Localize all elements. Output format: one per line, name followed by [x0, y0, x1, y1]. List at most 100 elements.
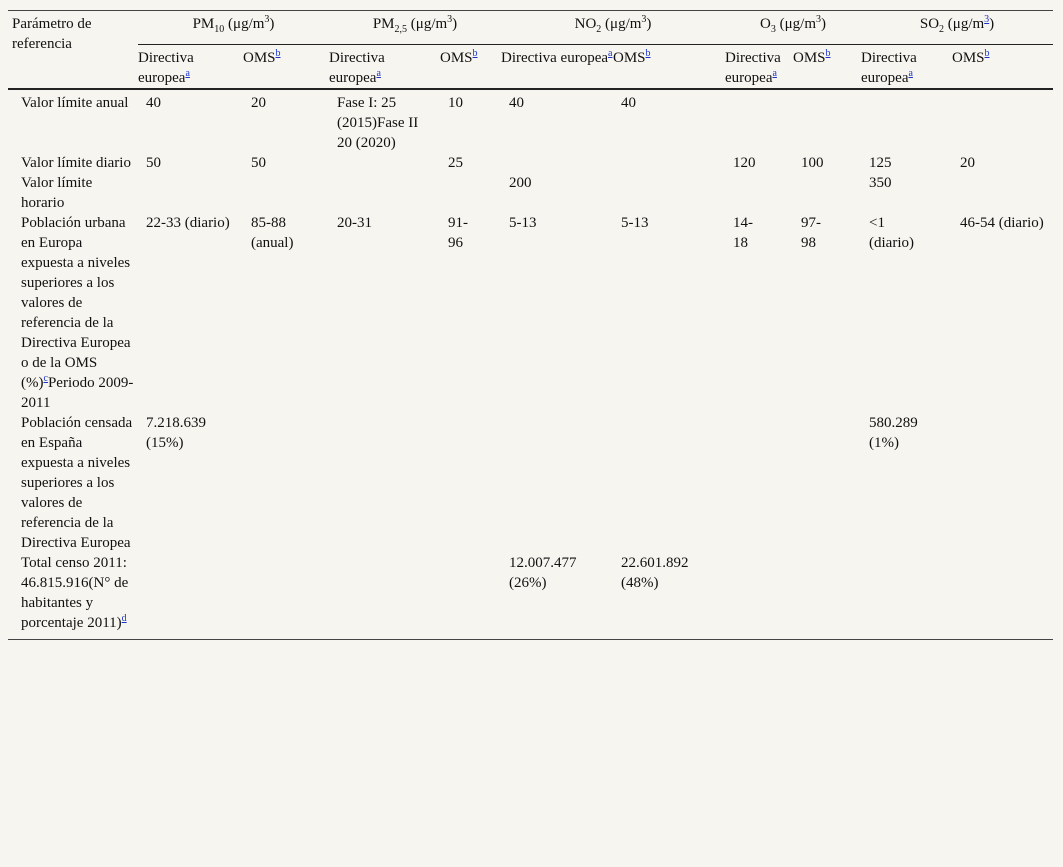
header-param: Parámetro de referencia [8, 10, 138, 90]
table-cell [725, 89, 793, 153]
table-cell: 40 [509, 95, 524, 111]
header-directiva-pm25: Directiva europeaa [329, 50, 385, 86]
table-cell: 20 [251, 95, 266, 111]
table-cell [138, 553, 243, 640]
footnote-link-a[interactable]: a [608, 48, 613, 59]
row-label: Valor límite diario [21, 155, 131, 171]
footnote-link-a[interactable]: a [772, 68, 777, 79]
header-oms-so2: OMSb [952, 48, 990, 67]
table-cell [793, 413, 861, 553]
table-cell [440, 173, 501, 213]
table-cell [952, 89, 1053, 153]
table-cell: 5-13 [621, 215, 649, 231]
footnote-link-a[interactable]: a [908, 68, 913, 79]
row-label: Población urbana en Europa expuesta a ni… [21, 215, 134, 411]
table-cell [793, 173, 861, 213]
table-cell: <1 (diario) [869, 215, 914, 251]
table-cell [613, 153, 725, 173]
table-cell [613, 173, 725, 213]
row-label: Población censada en España expuesta a n… [21, 415, 133, 551]
header-o3: O3 (μg/m3) [725, 10, 862, 45]
table-cell: 25 [448, 155, 463, 171]
header-directiva-no2: Directiva europeaa [501, 48, 613, 67]
table-cell [138, 173, 243, 213]
header-pm25: PM2,5 (μg/m3) [329, 10, 501, 45]
table-cell [501, 413, 613, 553]
table-cell: 97-98 [801, 215, 822, 251]
table-cell [329, 173, 440, 213]
footnote-link-c[interactable]: c [43, 373, 48, 384]
table-cell [243, 553, 329, 640]
header-directiva-pm10: Directiva europeaa [138, 50, 194, 86]
table-cell [861, 553, 952, 640]
table-cell [329, 553, 440, 640]
table-cell: 20 [960, 155, 976, 171]
footnote-link-b[interactable]: b [645, 48, 651, 59]
table-cell: 350 [869, 175, 892, 191]
row-label: Valor límite horario [21, 175, 93, 211]
table-cell: 22.601.892 (48%) [621, 555, 689, 591]
table-cell [952, 413, 1053, 553]
header-oms-pm10: OMSb [243, 48, 281, 67]
table-cell: 14-18 [733, 215, 754, 251]
table-row: Valor límite anual 40 20 Fase I: 25 (201… [8, 89, 1053, 153]
header-oms-o3: OMSb [793, 48, 831, 67]
table-cell [952, 173, 1053, 213]
row-label: Valor límite anual [21, 95, 129, 111]
table-cell [793, 553, 861, 640]
table-cell: 46-54 (diario) [960, 215, 1044, 231]
table-cell: 580.289 (1%) [869, 415, 918, 451]
table-cell: 50 [146, 155, 161, 171]
table-cell: 7.218.639 (15%) [146, 415, 206, 451]
table-cell: 22-33 (diario) [146, 215, 230, 231]
table-cell [725, 553, 793, 640]
table-row: Población censada en España expuesta a n… [8, 413, 1053, 553]
table-row: Población urbana en Europa expuesta a ni… [8, 213, 1053, 413]
header-directiva-so2: Directiva europeaa [861, 50, 917, 86]
table-cell: 50 [251, 155, 266, 171]
table-cell [725, 413, 793, 553]
table-cell: Fase I: 25 (2015)Fase II 20 (2020) [337, 95, 419, 151]
table-cell: 10 [448, 95, 463, 111]
table-cell: 85-88 (anual) [251, 215, 294, 251]
footnote-link-b[interactable]: b [984, 48, 990, 59]
table-cell: 40 [621, 95, 636, 111]
header-pm10: PM10 (μg/m3) [138, 10, 329, 45]
header-oms-pm25: OMSb [440, 48, 478, 67]
table-cell [613, 413, 725, 553]
table-cell: 200 [509, 175, 532, 191]
table-cell: 91-96 [448, 215, 468, 251]
footnote-link-d[interactable]: d [121, 613, 127, 624]
table-cell [329, 413, 440, 553]
table-cell [440, 413, 501, 553]
table-cell [725, 173, 793, 213]
table-cell [243, 413, 329, 553]
header-oms-no2: OMSb [613, 48, 651, 67]
footnote-link[interactable]: 3 [984, 14, 990, 25]
row-label: Total censo 2011: 46.815.916(N° de habit… [21, 555, 129, 631]
reference-values-table: Parámetro de referencia PM10 (μg/m3) PM2… [8, 10, 1054, 640]
header-so2: SO2 (μg/m3) [861, 10, 1054, 45]
table-cell: 20-31 [337, 215, 372, 231]
table-cell: 125 [869, 155, 892, 171]
header-row-groups: Parámetro de referencia PM10 (μg/m3) PM2… [8, 10, 1054, 90]
footnote-link-b[interactable]: b [472, 48, 478, 59]
table-cell: 12.007.477 (26%) [509, 555, 577, 591]
table-cell [243, 173, 329, 213]
table-cell [861, 89, 952, 153]
table-cell [501, 153, 613, 173]
table-row: Valor límite horario 200 350 [8, 173, 1053, 213]
footnote-link-b[interactable]: b [825, 48, 831, 59]
table-cell [952, 553, 1053, 640]
header-no2: NO2 (μg/m3) [501, 10, 726, 45]
header-directiva-o3: Directiva europeaa [725, 50, 781, 86]
footnote-link-a[interactable]: a [185, 68, 190, 79]
footnote-link-a[interactable]: a [376, 68, 381, 79]
table-cell [440, 553, 501, 640]
table-cell: 40 [146, 95, 161, 111]
table-cell: 5-13 [509, 215, 537, 231]
footnote-link-b[interactable]: b [275, 48, 281, 59]
table-cell: 100 [801, 155, 824, 171]
table-row: Total censo 2011: 46.815.916(N° de habit… [8, 553, 1054, 640]
